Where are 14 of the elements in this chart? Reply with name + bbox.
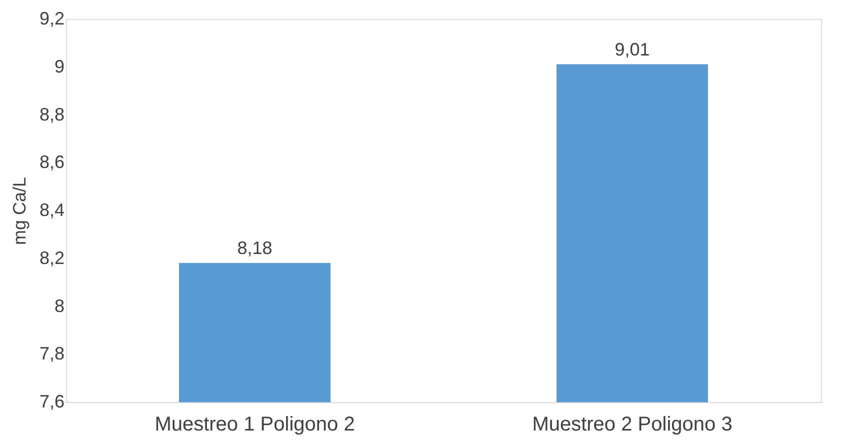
- y-tick-label: 9,2: [39, 8, 64, 28]
- y-tick-label: 8,8: [39, 104, 64, 124]
- y-tick-label: 9: [54, 56, 64, 76]
- y-tick-label: 8,4: [39, 200, 64, 220]
- y-tick-label: 7,6: [39, 392, 64, 412]
- y-tick-label: 7,8: [39, 344, 64, 364]
- y-tick-label: 8,2: [39, 248, 64, 268]
- data-label: 8,18: [237, 238, 272, 258]
- x-tick-label: Muestreo 1 Poligono 2: [154, 414, 355, 436]
- y-tick-label: 8: [54, 296, 64, 316]
- y-axis-title: mg Ca/L: [9, 176, 30, 246]
- data-label: 9,01: [614, 39, 650, 60]
- y-tick-label: 8,6: [39, 152, 64, 172]
- x-tick-label: Muestreo 2 Poligono 3: [532, 414, 732, 436]
